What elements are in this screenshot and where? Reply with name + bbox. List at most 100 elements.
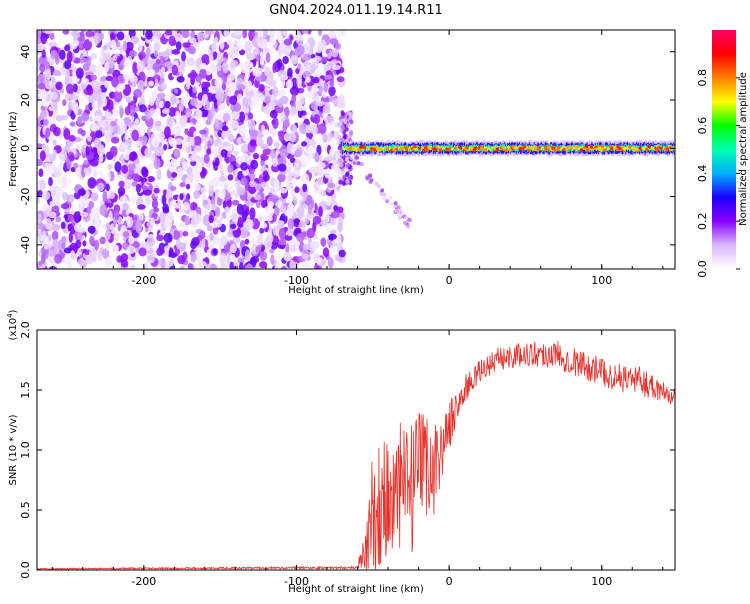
spectrogram-cell [182,201,190,211]
spectrogram-cell [269,248,275,254]
spectrogram-cell [255,245,262,254]
spectrogram-cell [389,201,394,206]
spectrogram-cell [105,183,110,192]
spectrogram-cell [191,154,201,162]
spectrogram-cell [337,221,343,233]
spectrogram-cell [68,231,73,243]
spectrogram-cell [244,40,253,53]
spectrogram-cell [214,119,220,130]
spectrogram-cell [93,170,98,178]
spectrogram-cell [308,39,316,47]
spectrogram-cell [166,188,173,199]
spectrogram-cell [82,240,87,247]
spectrogram-cell [102,191,108,203]
spectrogram-cell [185,183,191,190]
spectrogram-cell [184,215,191,226]
spectrogram-cell [328,30,337,39]
spectrogram-cell [219,39,225,50]
figure-title: GN04.2024.011.19.14.R11 [269,3,443,18]
spectrogram-cell [388,195,393,200]
spectrogram-cell [277,44,283,57]
spectrogram-cell [110,136,120,144]
spectrogram-cell [155,98,161,110]
spectrogram-cell [183,138,191,148]
spectrogram-cell [123,151,131,161]
spectrogram-cell [277,250,282,260]
spectrogram-cell [49,200,56,207]
spectrogram-cell [137,196,144,206]
spectrogram-cell [317,30,323,36]
spectrogram-cell [270,148,276,159]
spectrogram-cell [160,82,167,90]
spectrogram-cell [99,236,107,245]
spectrogram-cell [164,245,170,252]
spectrogram-cell [201,86,209,95]
spectrogram-cell [230,119,239,130]
spectrogram-cell [287,218,295,230]
spectrogram-cell [161,194,167,206]
spectrogram-cell [278,238,287,246]
spectrogram-cell [263,186,271,193]
spectrogram-cell [282,55,289,65]
spectrogram-cell [374,181,379,186]
spectrogram-cell [407,218,412,223]
snr-y-axis-label: SNR (10 * v/v) [8,414,19,485]
spectrogram-cell [275,260,280,269]
spectrogram-cell [54,253,63,264]
spectrogram-cell [91,80,101,92]
spectrogram-cell [270,254,275,265]
spectrogram-cell [242,105,250,114]
spectrogram-cell [146,176,155,183]
spectrogram-cell [38,55,48,65]
spectrogram-cell [191,118,197,124]
spectrogram-cell [205,263,212,269]
spectrogram-cell [190,30,195,40]
spectrogram-cell [203,153,210,164]
spectrogram-cell [222,57,228,64]
spectrogram-cell [145,30,153,40]
spectrogram-cell [138,247,147,257]
colorbar-gradient [712,30,736,269]
spectrogram-cell [341,181,346,187]
spectrogram-cell [118,180,125,188]
spectrogram-cell [102,248,110,260]
spectrogram-cell [214,77,223,88]
spectrogram-cell [39,63,46,73]
spectrogram-cell [132,173,140,183]
spectrogram-cell [69,42,78,50]
spectrogram-cell [214,206,221,217]
spectrogram-cell [154,78,159,87]
spectrogram-cell [317,123,327,134]
spectrogram-cell [179,60,186,68]
spectrogram-cell [190,201,198,211]
spectrogram-cell [113,90,123,103]
spectrogram-cell [218,176,227,182]
spectrogram-cell [289,244,298,253]
spectrogram-cell [67,223,72,232]
spectrogram-cell [44,218,53,230]
spectrogram-cell [219,263,228,269]
spectrogram-cell [334,42,341,51]
spectrogram-cell [132,215,138,221]
spectrogram-cell [296,233,305,242]
spectrogram-cell [222,112,231,122]
y-tick-label: 20 [19,93,32,107]
spectrogram-cell [223,206,229,213]
spectrogram-cell [119,107,124,119]
spectrogram-cell [212,248,218,256]
spectrogram-cell [211,195,216,208]
spectrogram-cell [226,38,233,46]
spectrogram-cell [229,223,237,229]
spectrogram-cell [262,148,272,155]
spectrogram-cell [95,130,103,138]
spectrogram-cell [91,101,98,110]
spectrogram-cell [325,222,333,233]
colorbar-tick-label: 0.8 [696,69,709,87]
spectrogram-cell [218,180,225,188]
spectrogram-cell [322,247,330,258]
spectrogram-cell [317,105,324,112]
spectrogram-cell [146,112,153,119]
spectrogram-cell [252,69,261,77]
spectrogram-cell [230,46,240,59]
spectrogram-cell [76,230,83,240]
